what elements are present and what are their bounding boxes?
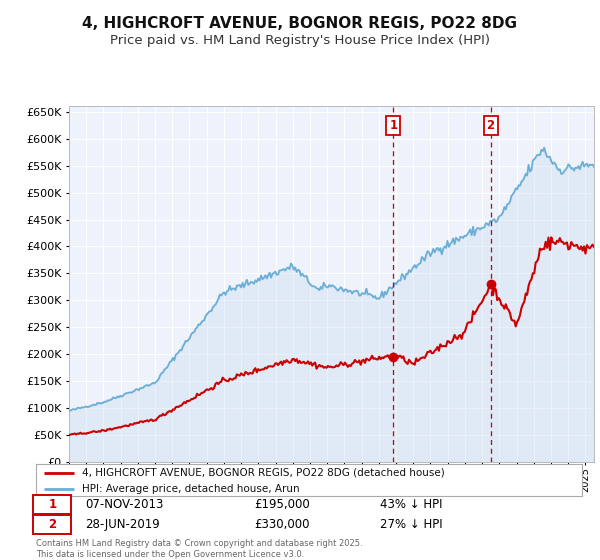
Text: 28-JUN-2019: 28-JUN-2019 <box>85 519 160 531</box>
Text: 43% ↓ HPI: 43% ↓ HPI <box>380 498 442 511</box>
Text: HPI: Average price, detached house, Arun: HPI: Average price, detached house, Arun <box>82 484 300 493</box>
Text: Contains HM Land Registry data © Crown copyright and database right 2025.
This d: Contains HM Land Registry data © Crown c… <box>36 539 362 559</box>
Text: Price paid vs. HM Land Registry's House Price Index (HPI): Price paid vs. HM Land Registry's House … <box>110 34 490 46</box>
Text: 07-NOV-2013: 07-NOV-2013 <box>85 498 164 511</box>
Text: 1: 1 <box>389 119 398 132</box>
Text: £195,000: £195,000 <box>254 498 310 511</box>
Text: 1: 1 <box>49 498 56 511</box>
Text: 2: 2 <box>49 519 56 531</box>
Text: £330,000: £330,000 <box>254 519 310 531</box>
Text: 27% ↓ HPI: 27% ↓ HPI <box>380 519 443 531</box>
FancyBboxPatch shape <box>33 495 71 514</box>
Text: 2: 2 <box>487 119 494 132</box>
Text: 4, HIGHCROFT AVENUE, BOGNOR REGIS, PO22 8DG: 4, HIGHCROFT AVENUE, BOGNOR REGIS, PO22 … <box>83 16 517 31</box>
Text: 4, HIGHCROFT AVENUE, BOGNOR REGIS, PO22 8DG (detached house): 4, HIGHCROFT AVENUE, BOGNOR REGIS, PO22 … <box>82 468 445 478</box>
FancyBboxPatch shape <box>33 515 71 534</box>
